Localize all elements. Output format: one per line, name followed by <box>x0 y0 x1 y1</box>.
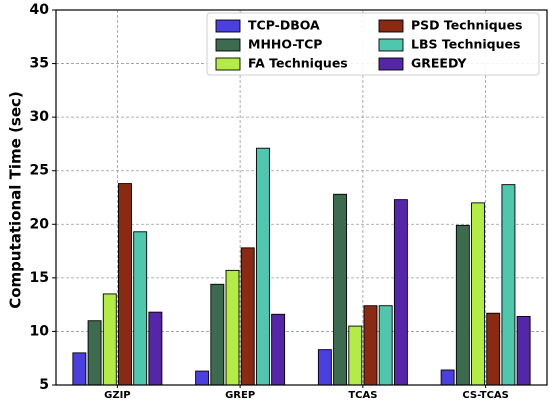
y-tick-label: 10 <box>30 323 50 339</box>
bar <box>118 183 132 386</box>
legend-item: PSD Techniques <box>378 18 523 33</box>
y-tick-label: 20 <box>30 216 50 232</box>
x-tick-label: GZIP <box>104 390 131 401</box>
bar <box>225 269 240 386</box>
y-tick-label: 40 <box>30 2 50 18</box>
legend-swatch <box>378 38 404 52</box>
legend-label: LBS Techniques <box>411 37 520 52</box>
legend-label: MHHO-TCP <box>248 37 322 52</box>
axes-frame <box>55 9 548 386</box>
legend-item: FA Techniques <box>215 56 348 71</box>
legend-label: FA Techniques <box>248 56 348 71</box>
legend-item: TCP-DBOA <box>215 18 320 33</box>
bar <box>333 193 348 386</box>
y-tick-label: 5 <box>39 377 49 393</box>
legend-label: GREEDY <box>411 56 467 71</box>
legend-swatch <box>378 19 404 33</box>
bar <box>516 315 531 386</box>
bar <box>240 247 255 386</box>
bar <box>271 313 286 386</box>
x-tick-label: GREP <box>225 390 255 401</box>
y-tick-label: 15 <box>30 270 49 286</box>
bar <box>440 369 455 386</box>
legend-swatch <box>215 38 241 52</box>
legend-label: TCP-DBOA <box>248 18 320 33</box>
bar <box>455 224 470 386</box>
bar <box>501 184 516 386</box>
legend-swatch <box>215 57 241 71</box>
bar <box>471 202 485 386</box>
bar <box>378 305 393 386</box>
bar <box>486 312 501 386</box>
bar <box>87 320 102 386</box>
axis-layer: 5 10 15 20 25 30 35 40 GZIP GREP TCAS CS-TCAS <box>30 2 548 401</box>
bar-layer <box>72 147 531 386</box>
legend-box <box>206 12 540 76</box>
x-tick-label: CS-TCAS <box>462 390 509 401</box>
y-axis-label: Computational Time (sec) <box>7 91 25 309</box>
bar <box>393 199 408 386</box>
legend-swatch <box>378 57 404 71</box>
legend-item: LBS Techniques <box>378 37 520 52</box>
bar <box>317 349 332 386</box>
y-tick-label: 30 <box>30 109 50 125</box>
bar <box>195 370 210 386</box>
legend-label: PSD Techniques <box>411 18 523 33</box>
legend-item: GREEDY <box>378 56 467 71</box>
bar <box>148 311 163 386</box>
y-tick-label: 25 <box>30 163 49 179</box>
bar <box>363 305 378 386</box>
bar <box>102 293 117 386</box>
bar <box>255 147 270 386</box>
bar <box>133 231 148 386</box>
bar <box>72 352 87 386</box>
legend-item: MHHO-TCP <box>215 37 322 52</box>
legend: TCP-DBOA MHHO-TCP FA Techniques PSD Techniq… <box>206 12 540 76</box>
y-tick-label: 35 <box>30 56 49 72</box>
x-tick-label: TCAS <box>348 390 377 401</box>
legend-swatch <box>215 19 241 33</box>
bar <box>348 325 363 386</box>
bar <box>210 283 225 386</box>
